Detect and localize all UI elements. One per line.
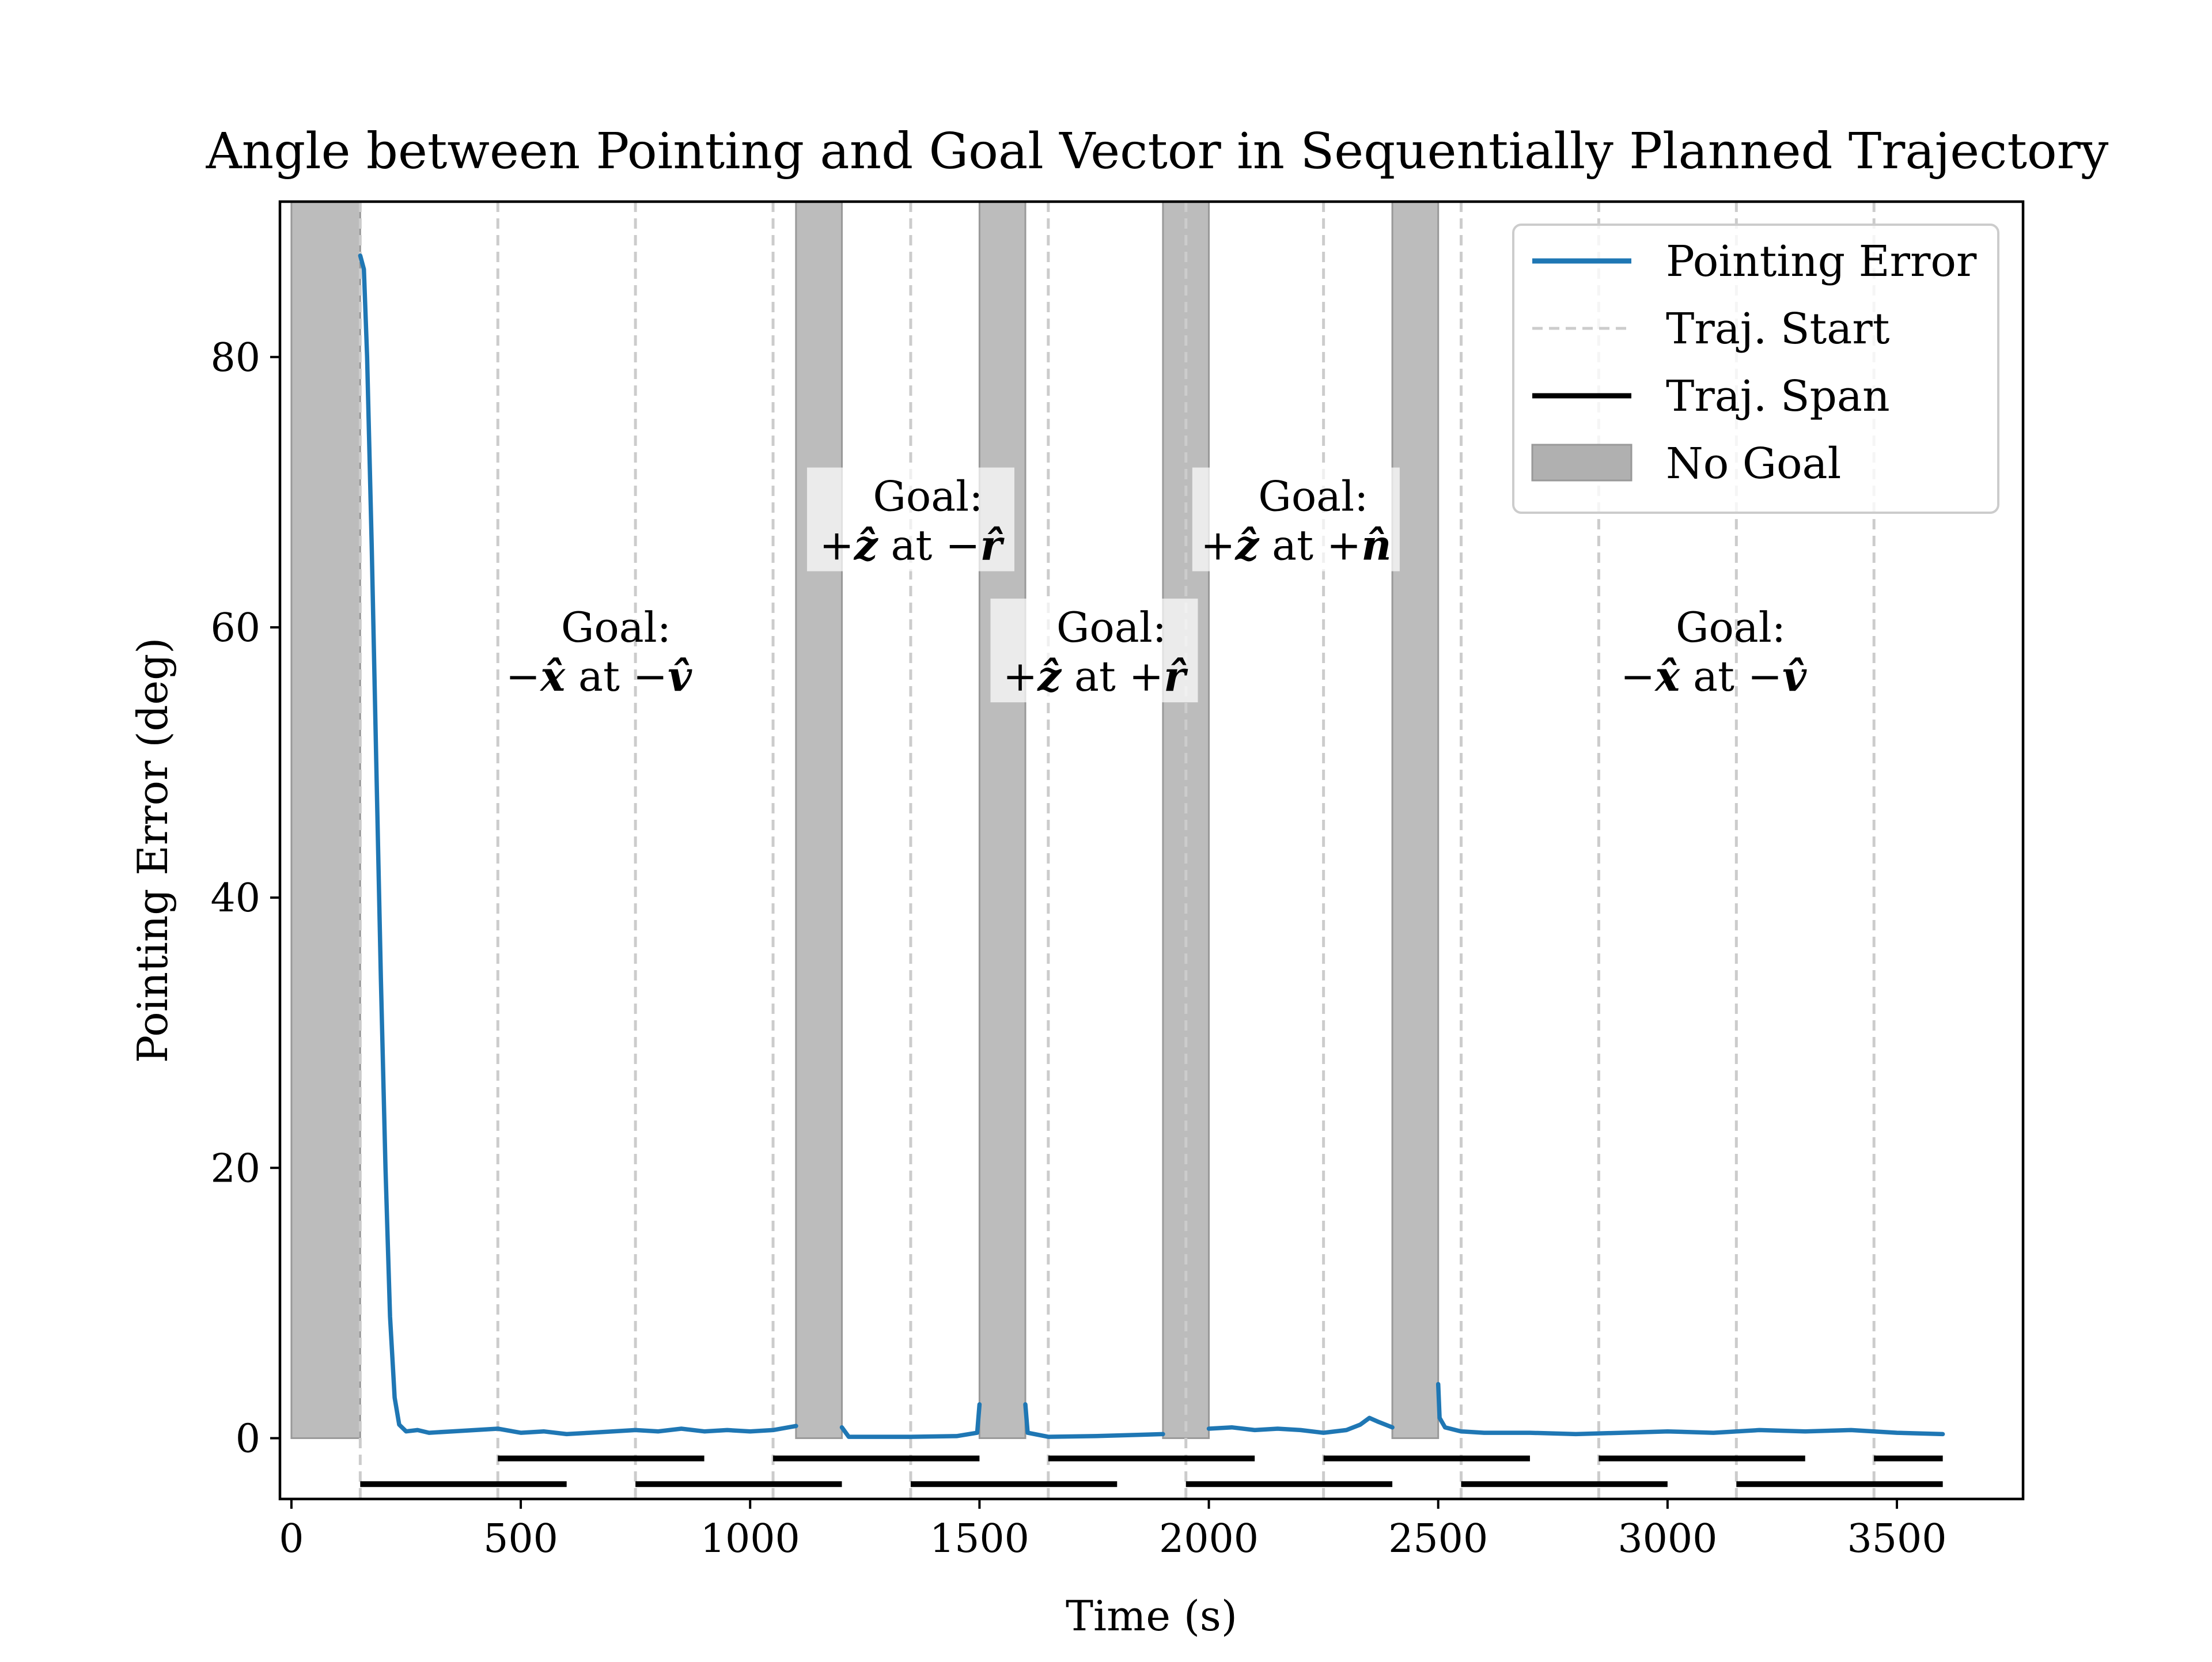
x-tick-label: 500 xyxy=(483,1516,558,1562)
goal-vector-symbol: v̂ xyxy=(1782,652,1807,701)
x-tick-label: 3500 xyxy=(1847,1516,1946,1562)
goal-text-part: at xyxy=(1680,652,1748,701)
goal-annotation-box xyxy=(990,599,1198,703)
goal-annotation-title: Goal: xyxy=(1676,603,1786,652)
pointing-error-line xyxy=(358,253,798,1437)
goal-text-part: − xyxy=(506,652,540,701)
y-axis: 0 20 40 60 80 xyxy=(210,335,280,1462)
goal-text-part: − xyxy=(1620,652,1655,701)
goal-annotation-title: Goal: xyxy=(1056,603,1166,652)
goal-text-part: + xyxy=(819,521,854,570)
legend-label: Traj. Start xyxy=(1666,304,1890,354)
traj-span-layer xyxy=(360,1455,1943,1487)
goal-text-part: + xyxy=(1003,652,1037,701)
goal-annotation-expr: +ẑ at −r̂ xyxy=(819,521,1005,570)
goal-annotation: Goal:+ẑ at −r̂ xyxy=(806,467,1014,571)
y-tick-label: 80 xyxy=(210,335,260,381)
y-tick-label: 60 xyxy=(210,605,260,651)
goal-annotation-box xyxy=(1192,467,1400,571)
goal-vector-symbol: r̂ xyxy=(980,521,1005,570)
x-tick-label: 2500 xyxy=(1388,1516,1488,1562)
legend-frame xyxy=(1512,224,1999,514)
x-axis-label: Time (s) xyxy=(1066,1592,1237,1640)
goal-annotation-title: Goal: xyxy=(1258,472,1368,521)
goal-vector-symbol: n̂ xyxy=(1361,521,1391,570)
y-tick-label: 20 xyxy=(210,1146,260,1191)
pointing-error-line xyxy=(839,1402,982,1439)
y-tick-label: 40 xyxy=(210,876,260,921)
no-goal-span xyxy=(290,200,361,1439)
series-layer xyxy=(358,253,1945,1439)
pointing-error-line xyxy=(1435,1381,1945,1437)
goal-annotation-expr: +ẑ at +r̂ xyxy=(1003,652,1188,701)
no-goal-span xyxy=(1391,200,1440,1439)
goal-annotation-title: Goal: xyxy=(561,603,671,652)
annotation-layer: Goal:−x̂ at −v̂Goal:+ẑ at −r̂Goal:+ẑ at … xyxy=(506,467,1807,703)
x-axis: 0 500 1000 1500 2000 2500 3000 3500 xyxy=(279,1499,1947,1562)
goal-annotation: Goal:+ẑ at +n̂ xyxy=(1192,467,1400,571)
x-tick-label: 1000 xyxy=(700,1516,800,1562)
goal-vector-symbol: ẑ xyxy=(1234,521,1260,570)
legend-label: Traj. Span xyxy=(1666,372,1890,421)
goal-annotation: Goal:−x̂ at −v̂ xyxy=(1620,603,1807,701)
x-tick-label: 3000 xyxy=(1618,1516,1717,1562)
x-tick-label: 1500 xyxy=(930,1516,1029,1562)
pointing-error-line xyxy=(1206,1415,1395,1435)
goal-annotation-box xyxy=(806,467,1014,571)
y-tick-label: 0 xyxy=(236,1416,260,1462)
goal-text-part: + xyxy=(1200,521,1235,570)
no-goal-span xyxy=(978,200,1027,1439)
goal-annotation-title: Goal: xyxy=(873,472,983,521)
goal-annotation-expr: −x̂ at −v̂ xyxy=(1620,652,1807,701)
plot-frame xyxy=(278,200,2025,1501)
no-goal-span xyxy=(795,200,843,1439)
goal-vector-symbol: r̂ xyxy=(1164,652,1188,701)
goal-vector-symbol: x̂ xyxy=(539,652,566,701)
legend-label: Pointing Error xyxy=(1666,237,1977,286)
goal-annotation: Goal:−x̂ at −v̂ xyxy=(506,603,692,701)
goal-vector-symbol: ẑ xyxy=(853,521,879,570)
goal-text-part: − xyxy=(945,521,980,570)
chart-title: Angle between Pointing and Goal Vector i… xyxy=(206,123,2109,180)
goal-text-part: − xyxy=(1748,652,1782,701)
goal-text-part: + xyxy=(1129,652,1164,701)
goal-vector-symbol: ẑ xyxy=(1036,652,1062,701)
goal-text-part: − xyxy=(633,652,668,701)
goal-vector-symbol: v̂ xyxy=(668,652,692,701)
goal-text-part: at xyxy=(1061,652,1129,701)
x-tick-label: 0 xyxy=(279,1516,304,1562)
goal-text-part: at xyxy=(565,652,633,701)
goal-annotation: Goal:+ẑ at +r̂ xyxy=(990,599,1198,703)
legend-swatch-patch xyxy=(1531,444,1633,482)
goal-vector-symbol: x̂ xyxy=(1654,652,1680,701)
x-tick-label: 2000 xyxy=(1159,1516,1259,1562)
goal-annotation-expr: −x̂ at −v̂ xyxy=(506,652,692,701)
goal-text-part: + xyxy=(1327,521,1361,570)
goal-annotation-expr: +ẑ at +n̂ xyxy=(1200,521,1392,570)
legend-label: No Goal xyxy=(1666,439,1841,489)
y-axis-label: Pointing Error (deg) xyxy=(128,638,177,1063)
goal-text-part: at xyxy=(1259,521,1327,570)
pointing-error-line xyxy=(1023,1402,1165,1439)
goal-text-part: at xyxy=(878,521,946,570)
legend: Pointing Error Traj. Start Traj. Span No Go… xyxy=(1512,224,1999,514)
